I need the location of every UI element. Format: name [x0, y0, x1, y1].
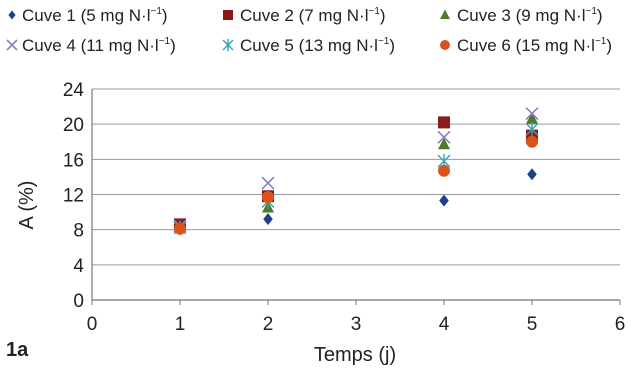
y-tick-label: 20: [63, 115, 84, 136]
legend-label-end: ): [389, 36, 395, 55]
data-point-circle: [174, 222, 186, 235]
legend-label-exponent: −1: [368, 6, 380, 17]
x-tick-label: 1: [175, 314, 186, 335]
legend-item: Cuve 5 (13 mg N·l−1): [222, 36, 395, 55]
legend-label-exponent: −1: [378, 36, 390, 47]
x-tick-label: 0: [87, 314, 98, 335]
y-tick-label: 12: [63, 186, 84, 207]
y-tick-label: 4: [73, 256, 84, 277]
legend-label-end: ): [597, 6, 603, 25]
legend-marker-diamond: [8, 10, 16, 20]
data-point-diamond: [263, 213, 273, 226]
x-tick-label: 6: [615, 314, 626, 335]
legend-item: Cuve 1 (5 mg N·l−1): [8, 6, 168, 25]
legend-marker-x: [6, 39, 18, 51]
legend-marker-triangle: [440, 9, 450, 19]
data-point-x: [261, 176, 275, 190]
legend-label-main: Cuve 5 (13 mg N·l: [240, 36, 378, 55]
legend-item: Cuve 2 (7 mg N·l−1): [223, 6, 386, 25]
legend-label-exponent: −1: [585, 6, 597, 17]
y-axis-title: A (%): [16, 181, 38, 230]
legend-label-end: ): [170, 36, 176, 55]
legend-label: Cuve 6 (15 mg N·l−1): [457, 36, 612, 55]
x-axis-title: Temps (j): [314, 344, 396, 366]
legend-label-main: Cuve 3 (9 mg N·l: [457, 6, 585, 25]
data-point-circle: [438, 164, 450, 177]
x-tick-label: 5: [527, 314, 538, 335]
legend-marker-asterisk: [222, 39, 234, 51]
legend-label: Cuve 2 (7 mg N·l−1): [240, 6, 386, 25]
legend-marker-circle: [440, 40, 450, 50]
legend-label-exponent: −1: [159, 36, 171, 47]
data-point-triangle: [438, 137, 450, 150]
legend-label-main: Cuve 6 (15 mg N·l: [457, 36, 595, 55]
legend-item: Cuve 6 (15 mg N·l−1): [440, 36, 612, 55]
y-tick-label: 8: [73, 221, 84, 242]
data-point-circle: [526, 135, 538, 148]
x-tick-label: 4: [439, 314, 450, 335]
legend-label: Cuve 5 (13 mg N·l−1): [240, 36, 395, 55]
y-tick-label: 0: [73, 291, 84, 312]
data-point-triangle: [526, 112, 538, 124]
data-point-diamond: [527, 168, 537, 181]
panel-label: 1a: [6, 339, 29, 361]
legend-marker-square: [223, 10, 233, 20]
legend: Cuve 1 (5 mg N·l−1) Cuve 2 (7 mg N·l−1) Cu…: [6, 6, 612, 55]
legend-item: Cuve 4 (11 mg N·l−1): [6, 36, 176, 55]
data-point-circle: [262, 191, 274, 204]
legend-label-exponent: −1: [150, 6, 162, 17]
legend-label-end: ): [162, 6, 168, 25]
x-tick-label: 2: [263, 314, 274, 335]
x-tick-label: 3: [351, 314, 362, 335]
legend-label-main: Cuve 4 (11 mg N·l: [22, 36, 159, 55]
y-tick-label: 24: [63, 80, 85, 101]
y-tick-label: 16: [63, 150, 84, 171]
data-points: [173, 107, 539, 236]
legend-label: Cuve 1 (5 mg N·l−1): [22, 6, 168, 25]
legend-label: Cuve 4 (11 mg N·l−1): [22, 36, 176, 55]
legend-label-main: Cuve 2 (7 mg N·l: [240, 6, 368, 25]
axes: [91, 89, 621, 305]
data-point-x: [525, 107, 539, 121]
data-point-asterisk: [525, 122, 539, 137]
grid-lines: [92, 88, 620, 266]
legend-label-exponent: −1: [595, 36, 607, 47]
data-point-square: [438, 116, 450, 129]
legend-item: Cuve 3 (9 mg N·l−1): [440, 6, 603, 25]
legend-label-end: ): [606, 36, 612, 55]
legend-label-main: Cuve 1 (5 mg N·l: [22, 6, 150, 25]
legend-label: Cuve 3 (9 mg N·l−1): [457, 6, 603, 25]
data-point-diamond: [439, 194, 449, 207]
legend-label-end: ): [380, 6, 386, 25]
data-point-x: [437, 130, 451, 144]
